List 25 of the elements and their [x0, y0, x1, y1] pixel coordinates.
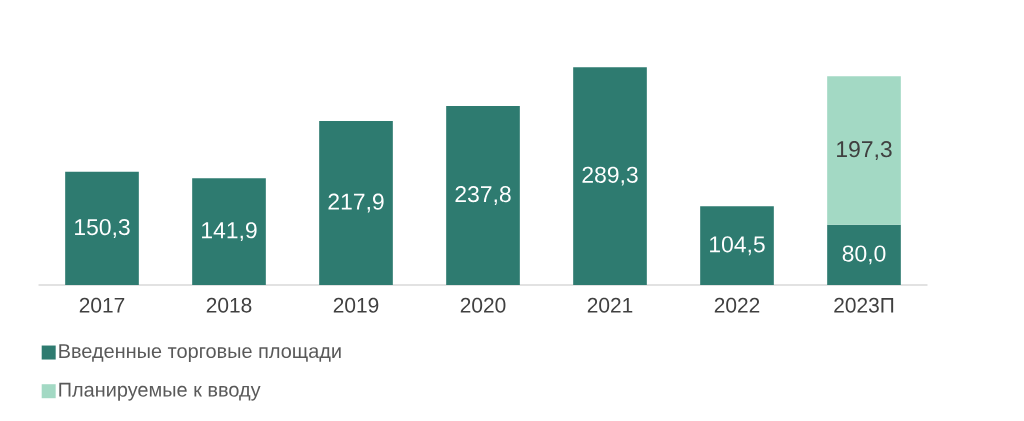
data-label: 141,9: [202, 222, 257, 242]
data-label: 80,0: [842, 245, 886, 265]
bar: [827, 224, 901, 285]
x-tick-label: 2020: [460, 297, 506, 313]
data-label: 289,3: [582, 166, 638, 186]
x-tick-label: 2019: [333, 297, 379, 313]
data-label: 237,8: [455, 186, 511, 205]
bar: [319, 120, 393, 285]
legend-label: Введенные торговые площади: [59, 344, 341, 363]
x-tick-label: 2022: [714, 297, 760, 313]
bar: [827, 76, 901, 225]
bar: [65, 171, 139, 285]
legend-label: Планируемые к вводу: [59, 382, 261, 401]
x-tick-label: 2023П: [834, 297, 894, 313]
data-label: 150,3: [75, 218, 130, 238]
bar: [446, 106, 520, 285]
bar: [573, 67, 647, 285]
data-label: 197,3: [837, 141, 892, 161]
x-tick-label: 2017: [79, 297, 125, 313]
x-tick-label: 2021: [587, 297, 633, 313]
bar: [192, 178, 266, 285]
data-label: 217,9: [328, 193, 384, 213]
x-tick-label: 2018: [206, 297, 252, 313]
bar: [700, 206, 774, 285]
data-label: 104,5: [710, 236, 765, 256]
